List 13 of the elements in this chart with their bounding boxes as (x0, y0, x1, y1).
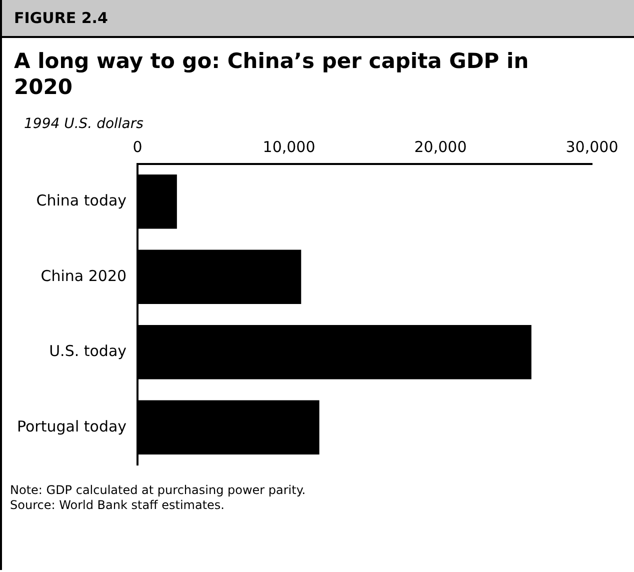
y-tick-label: China today (36, 192, 127, 210)
x-axis-title: 1994 U.S. dollars (23, 115, 144, 132)
y-tick-label: Portugal today (16, 417, 127, 436)
text: Note: GDP calculated at purchasing power parity. (10, 483, 307, 498)
y-tick-label: China 2020 (40, 266, 127, 285)
chart-subtitle: FIGURE 2.4 (2, 0, 634, 38)
x-tick-label: 30,000 (566, 138, 618, 156)
x-tick-label: 0 (132, 138, 142, 156)
x-tick-label: 20,000 (414, 138, 467, 156)
x-tick-label: 10,000 (262, 138, 316, 156)
source-note: Source: World Bank staff estimates. (10, 498, 226, 513)
y-tick-label: U.S. today (49, 342, 127, 360)
chart-title: A long way to go: China’s per capita GDP in 2020 (13, 48, 530, 100)
